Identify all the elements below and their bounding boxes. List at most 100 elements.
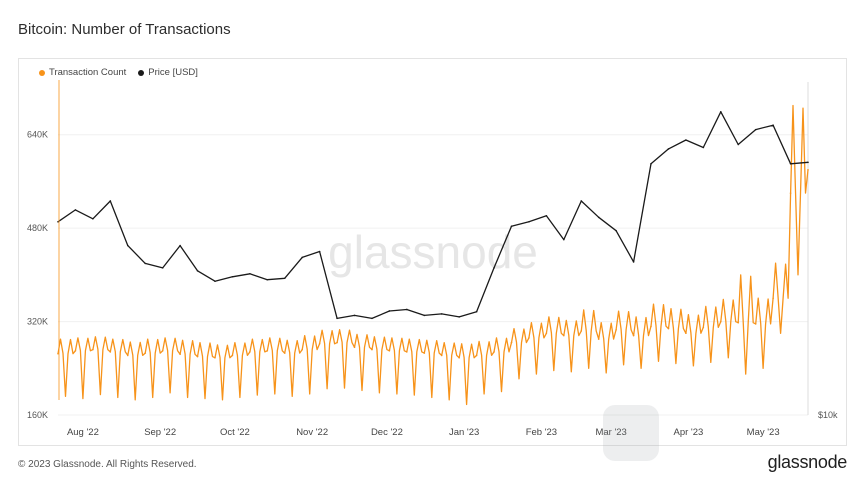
legend-item-transaction-count[interactable]: Transaction Count xyxy=(39,67,126,78)
transaction-point-35 xyxy=(667,327,670,330)
transaction-point-6 xyxy=(161,349,164,352)
price-point-37 xyxy=(702,146,705,149)
price-point-22 xyxy=(440,313,443,315)
x-tick-label-4: Dec '22 xyxy=(371,427,403,438)
x-tick-label-0: Aug '22 xyxy=(67,427,99,438)
transaction-point-34 xyxy=(650,325,652,328)
price-point-1 xyxy=(74,209,77,211)
transaction-point-10 xyxy=(231,354,234,357)
transaction-point-23 xyxy=(458,356,460,359)
transaction-point-1 xyxy=(74,349,77,352)
y-right-tick-label-0: $10k xyxy=(818,410,838,420)
transaction-point-31 xyxy=(597,338,600,340)
transaction-point-22 xyxy=(440,354,443,357)
price-point-39 xyxy=(737,143,740,146)
legend-item-price[interactable]: Price [USD] xyxy=(138,67,198,78)
transaction-point-12 xyxy=(266,349,269,352)
glassnode-watermark: glassnode xyxy=(328,226,538,278)
y-tick-label-2: 480K xyxy=(27,223,48,233)
price-point-17 xyxy=(353,314,356,317)
price-point-42 xyxy=(789,163,792,165)
price-point-40 xyxy=(754,128,757,131)
transaction-point-41 xyxy=(772,297,774,300)
price-point-33 xyxy=(632,261,635,263)
glassnode-logo: glassnode xyxy=(767,452,848,472)
y-tick-label-3: 640K xyxy=(27,130,48,140)
exchange-watermark xyxy=(603,405,659,461)
price-point-34 xyxy=(650,163,652,165)
price-point-25 xyxy=(493,267,495,269)
price-point-24 xyxy=(475,310,478,313)
transaction-point-25 xyxy=(493,351,495,353)
copyright-text: © 2023 Glassnode. All Rights Reserved. xyxy=(18,459,197,470)
price-point-21 xyxy=(423,314,426,317)
transaction-point-18 xyxy=(371,348,373,351)
legend-label-price: Price [USD] xyxy=(148,67,198,78)
transaction-point-27 xyxy=(528,337,530,339)
transaction-point-16 xyxy=(336,341,338,344)
transaction-point-20 xyxy=(406,351,408,353)
transaction-point-3 xyxy=(109,351,112,353)
price-point-4 xyxy=(126,244,129,247)
transaction-point-38 xyxy=(719,320,722,323)
transaction-point-8 xyxy=(196,355,199,358)
price-point-43 xyxy=(807,161,809,164)
transaction-point-13 xyxy=(283,352,286,354)
transaction-point-0 xyxy=(57,352,59,355)
page-title: Bitcoin: Number of Transactions xyxy=(18,21,231,38)
legend-dot-price xyxy=(138,69,145,76)
exchange-watermark-icon xyxy=(603,405,659,461)
transaction-point-19 xyxy=(388,349,391,352)
transaction-point-5 xyxy=(144,352,147,354)
price-point-35 xyxy=(667,148,670,150)
price-point-3 xyxy=(109,200,112,202)
price-point-38 xyxy=(719,110,722,113)
transaction-point-39 xyxy=(737,321,740,324)
price-point-7 xyxy=(179,244,181,247)
price-point-27 xyxy=(528,220,530,223)
transaction-point-21 xyxy=(423,352,426,354)
transaction-point-32 xyxy=(615,328,617,331)
transaction-point-15 xyxy=(318,342,321,345)
x-tick-label-8: Apr '23 xyxy=(673,427,703,438)
transaction-point-43 xyxy=(807,168,809,171)
x-tick-label-1: Sep '22 xyxy=(144,427,176,438)
price-point-20 xyxy=(406,308,408,311)
price-point-5 xyxy=(144,262,147,265)
price-point-18 xyxy=(371,317,373,320)
price-line xyxy=(57,111,809,320)
x-tick-label-9: May '23 xyxy=(747,427,780,438)
price-point-13 xyxy=(283,277,286,280)
x-tick-label-7: Mar '23 xyxy=(595,427,626,438)
x-tick-label-3: Nov '22 xyxy=(296,427,328,438)
price-point-30 xyxy=(580,200,583,202)
price-point-26 xyxy=(510,225,513,228)
price-point-2 xyxy=(92,218,94,220)
price-point-16 xyxy=(336,317,338,320)
legend-dot-transaction-count xyxy=(39,69,45,76)
transaction-point-29 xyxy=(563,334,565,337)
price-point-29 xyxy=(563,238,565,241)
transaction-point-4 xyxy=(126,354,129,357)
transaction-point-17 xyxy=(353,346,356,349)
price-point-23 xyxy=(458,316,460,318)
legend-label-transaction-count: Transaction Count xyxy=(49,67,127,78)
price-point-36 xyxy=(685,139,687,141)
transaction-point-37 xyxy=(702,326,705,329)
price-point-9 xyxy=(214,280,216,283)
transaction-point-2 xyxy=(92,348,94,351)
transaction-point-40 xyxy=(754,323,757,325)
transaction-count-line xyxy=(57,104,809,406)
price-point-32 xyxy=(615,229,617,232)
transaction-point-11 xyxy=(249,351,251,353)
price-point-11 xyxy=(249,272,251,275)
transaction-point-26 xyxy=(510,341,513,344)
price-point-8 xyxy=(196,270,199,272)
price-point-41 xyxy=(772,124,774,126)
price-point-0 xyxy=(57,220,59,223)
x-tick-label-2: Oct '22 xyxy=(220,427,250,438)
price-point-31 xyxy=(597,216,600,219)
x-tick-label-5: Jan '23 xyxy=(449,427,479,438)
price-point-28 xyxy=(545,215,548,217)
transaction-point-24 xyxy=(475,354,478,357)
